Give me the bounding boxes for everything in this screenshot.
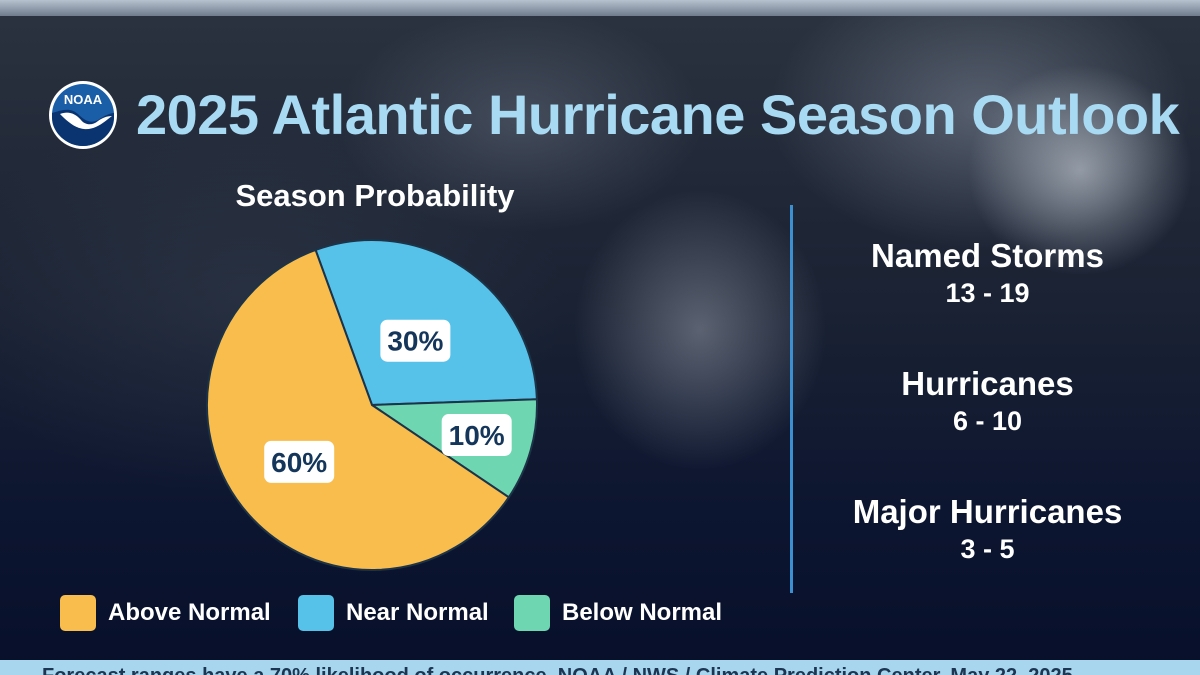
chart-title: Season Probability	[235, 178, 515, 213]
page-title: 2025 Atlantic Hurricane Season Outlook	[136, 83, 1180, 146]
footer-note: Forecast ranges have a 70% likelihood of…	[42, 665, 1073, 675]
pie-label-above-normal: 60%	[264, 440, 335, 483]
pie-label-near-normal: 30%	[380, 319, 451, 362]
stat-label-major-hurricanes: Major Hurricanes	[852, 493, 1123, 530]
noaa-logo-text: NOAA	[64, 92, 103, 107]
stat-label-hurricanes: Hurricanes	[901, 365, 1074, 402]
season-probability-pie: 30% 10% 60%	[206, 239, 538, 571]
pie-slice-above-normal	[206, 248, 511, 571]
stat-named-storms: Named Storms 13 - 19	[820, 236, 1155, 310]
legend-label-near-normal: Near Normal	[346, 599, 489, 626]
legend-label-below-normal: Below Normal	[562, 599, 723, 626]
footer-bar: Forecast ranges have a 70% likelihood of…	[0, 660, 1200, 675]
top-strip	[0, 0, 1200, 16]
stat-value-hurricanes: 6 - 10	[952, 406, 1023, 436]
pie-label-box-near-normal	[380, 319, 451, 362]
legend-item-above-normal: Above Normal	[60, 594, 271, 632]
stat-value-major-hurricanes: 3 - 5	[960, 534, 1015, 564]
stat-value-named-storms: 13 - 19	[945, 278, 1030, 308]
pie-value-label-near-normal: 30%	[387, 326, 443, 357]
legend-swatch-near-normal	[298, 595, 334, 631]
stat-label-named-storms: Named Storms	[871, 237, 1104, 274]
pie-label-box-above-normal	[264, 440, 335, 483]
stat-major-hurricanes: Major Hurricanes 3 - 5	[820, 492, 1155, 566]
noaa-logo: NOAA	[49, 81, 117, 149]
pie-label-box-below-normal	[441, 414, 512, 457]
section-divider	[790, 205, 793, 593]
legend-swatch-below-normal	[514, 595, 550, 631]
legend-swatch-above-normal	[60, 595, 96, 631]
legend-label-above-normal: Above Normal	[108, 599, 271, 626]
legend-item-below-normal: Below Normal	[514, 594, 722, 632]
pie-value-label-above-normal: 60%	[271, 447, 327, 478]
legend-item-near-normal: Near Normal	[298, 594, 489, 632]
pie-label-below-normal: 10%	[441, 414, 512, 457]
stat-hurricanes: Hurricanes 6 - 10	[820, 364, 1155, 438]
pie-value-label-below-normal: 10%	[449, 420, 505, 451]
chart-legend: Above Normal Near Normal Below Normal	[60, 594, 760, 634]
